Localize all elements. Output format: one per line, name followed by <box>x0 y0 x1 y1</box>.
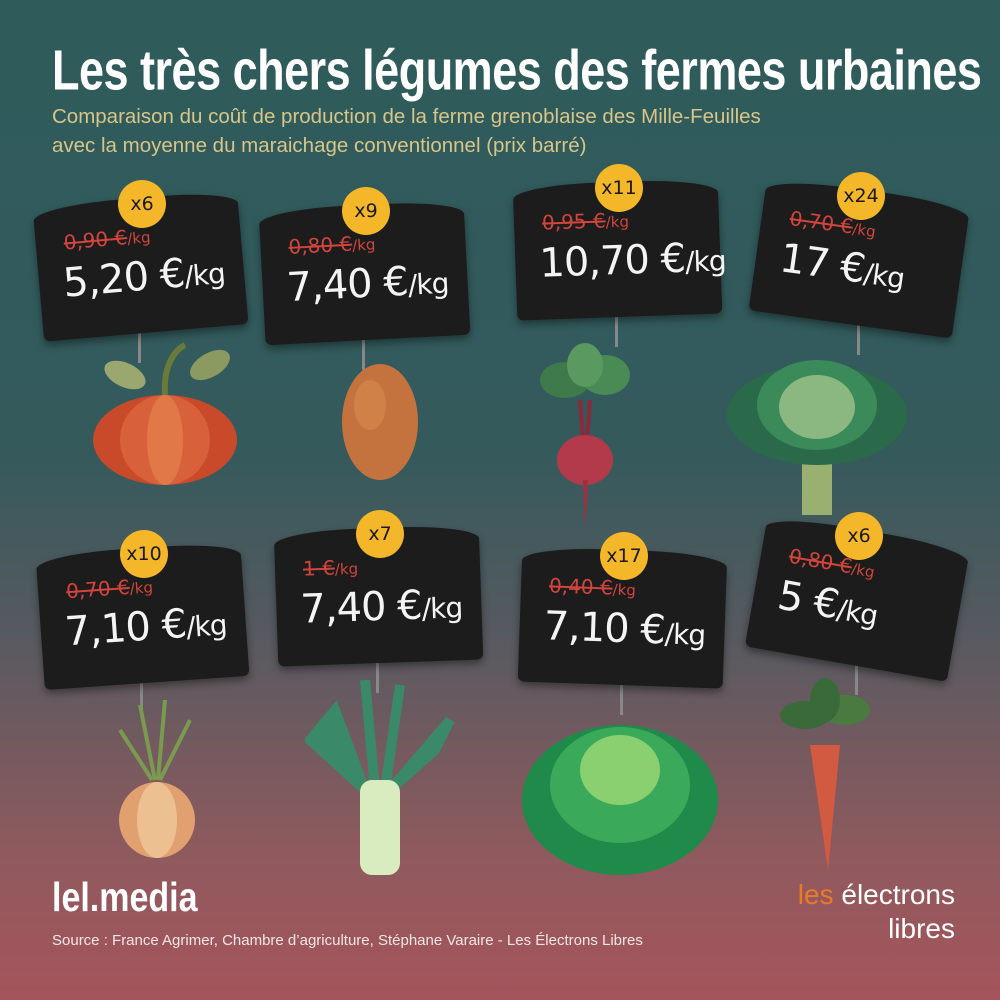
multiplier-badge: x10 <box>120 530 168 578</box>
urban-farm-price: 10,70 €/kg <box>538 235 727 287</box>
multiplier-badge: x11 <box>595 164 643 212</box>
subtitle-line-1: Comparaison du coût de production de la … <box>52 105 761 128</box>
urban-farm-price: 7,40 €/kg <box>299 582 463 633</box>
urban-farm-price: 7,10 €/kg <box>63 601 228 656</box>
sign-pole <box>140 668 143 713</box>
les-electrons-libres-logo: les électrons libres <box>780 878 955 946</box>
sign-pole <box>620 670 623 715</box>
multiplier-badge: x7 <box>356 510 404 558</box>
lettuce-icon <box>522 725 718 875</box>
sign-pole <box>855 650 858 695</box>
pumpkin-icon <box>93 342 237 485</box>
sign-pole <box>857 310 860 355</box>
urban-farm-price: 7,10 €/kg <box>542 603 706 654</box>
cabbage-icon <box>727 360 907 515</box>
sign-pole <box>362 325 365 370</box>
multiplier-badge: x17 <box>600 532 648 580</box>
multiplier-badge: x24 <box>837 172 885 220</box>
logo-text: libres <box>888 913 955 944</box>
carrot-icon <box>780 678 870 870</box>
onion-icon <box>118 700 195 858</box>
urban-farm-price: 5 €/kg <box>774 572 880 633</box>
logo-text: électrons <box>833 879 955 910</box>
conventional-price: 1 €/kg <box>302 555 359 581</box>
sign-pole <box>615 302 618 347</box>
urban-farm-price: 17 €/kg <box>776 235 907 296</box>
potato-icon <box>342 364 418 480</box>
multiplier-badge: x9 <box>342 187 390 235</box>
beet-icon <box>540 343 630 530</box>
page-title: Les très chers légumes des fermes urbain… <box>52 38 982 102</box>
brand-name: lel.media <box>52 875 198 921</box>
urban-farm-price: 7,40 €/kg <box>285 258 450 312</box>
sign-pole <box>138 318 141 363</box>
source-text: Source : France Agrimer, Chambre d’agric… <box>52 932 643 949</box>
sign-pole <box>376 648 379 693</box>
leek-icon <box>305 680 455 875</box>
subtitle: Comparaison du coût de production de la … <box>52 102 761 160</box>
urban-farm-price: 5,20 €/kg <box>61 250 227 307</box>
logo-text: les <box>797 879 834 910</box>
subtitle-line-2: avec la moyenne du maraichage convention… <box>52 134 587 157</box>
multiplier-badge: x6 <box>118 180 166 228</box>
multiplier-badge: x6 <box>835 512 883 560</box>
